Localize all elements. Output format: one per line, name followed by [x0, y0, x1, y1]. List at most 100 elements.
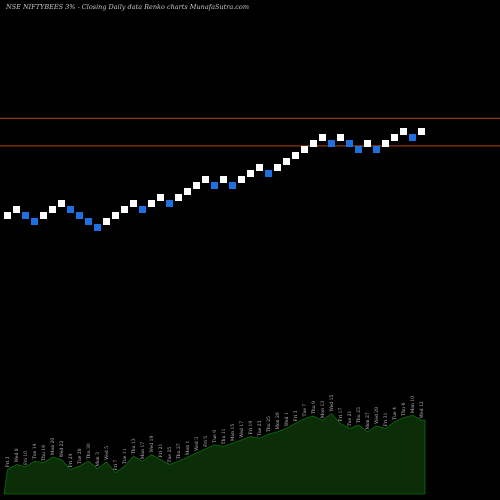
renko-brick-up — [418, 128, 425, 135]
horizontal-levels — [0, 117, 500, 147]
volume-label: Fri 10 — [23, 451, 29, 465]
renko-brick-up — [49, 206, 56, 213]
volume-label: Thu 9 — [311, 401, 317, 414]
volume-label: Tue 4 — [392, 407, 398, 420]
volume-label: Wed 8 — [14, 448, 20, 462]
renko-brick-up — [283, 158, 290, 165]
volume-label: Wed 5 — [104, 446, 110, 460]
renko-brick-up — [112, 212, 119, 219]
volume-label: Thu 6 — [401, 403, 407, 416]
renko-brick-down — [346, 140, 353, 147]
renko-brick-up — [337, 134, 344, 141]
renko-brick-up — [103, 218, 110, 225]
volume-label: Fri 21 — [158, 444, 164, 458]
renko-brick-down — [22, 212, 29, 219]
volume-label: Mon 10 — [410, 396, 416, 414]
volume-label: Tue 11 — [122, 448, 128, 464]
renko-brick-down — [265, 170, 272, 177]
volume-label: Fri 7 — [113, 460, 119, 471]
volume-label: Fri 31 — [383, 412, 389, 426]
renko-brick-down — [373, 146, 380, 153]
renko-brick-down — [211, 182, 218, 189]
volume-label: Wed 22 — [59, 440, 65, 457]
volume-label: Tue 14 — [32, 443, 38, 459]
renko-brick-up — [193, 182, 200, 189]
volume-label: Fri 17 — [338, 407, 344, 421]
renko-brick-up — [400, 128, 407, 135]
volume-label: Thu 25 — [266, 416, 272, 432]
renko-brick-up — [382, 140, 389, 147]
renko-brick-up — [202, 176, 209, 183]
renko-brick-up — [148, 200, 155, 207]
volume-label: Mon 17 — [140, 442, 146, 460]
volume-label: Wed 12 — [419, 401, 425, 418]
renko-brick-down — [229, 182, 236, 189]
renko-brick-up — [4, 212, 11, 219]
volume-label: Fri 19 — [248, 421, 254, 435]
volume-label: Fri 24 — [68, 453, 74, 467]
renko-brick-up — [238, 176, 245, 183]
renko-brick-down — [409, 134, 416, 141]
renko-brick-down — [31, 218, 38, 225]
renko-brick-up — [40, 212, 47, 219]
renko-brick-up — [175, 194, 182, 201]
renko-brick-down — [94, 224, 101, 231]
renko-brick-up — [310, 140, 317, 147]
volume-label: Fri 3 — [293, 410, 299, 421]
renko-brick-up — [391, 134, 398, 141]
renko-brick-down — [355, 146, 362, 153]
volume-label: Tue 7 — [302, 404, 308, 417]
volume-label: Thu 27 — [176, 443, 182, 459]
volume-area-path — [3, 413, 426, 495]
renko-brick-up — [274, 164, 281, 171]
renko-brick-down — [85, 218, 92, 225]
renko-brick-down — [139, 206, 146, 213]
renko-brick-up — [184, 188, 191, 195]
volume-label: Mon 1 — [185, 440, 191, 455]
renko-brick-up — [121, 206, 128, 213]
volume-label: Mon 3 — [95, 452, 101, 467]
renko-brick-up — [301, 146, 308, 153]
renko-brick-up — [157, 194, 164, 201]
renko-brick-down — [76, 212, 83, 219]
volume-label: Wed 15 — [329, 395, 335, 412]
volume-label: Thu 16 — [41, 445, 47, 461]
volume-label: Wed 29 — [374, 407, 380, 424]
volume-label: Mon 20 — [50, 438, 56, 456]
volume-label: Wed 19 — [149, 436, 155, 453]
volume-labels: Fri 3 Wed 8 Fri 10 Tue 14 Thu 16 Mon 20 Wed 22… — [5, 395, 425, 471]
renko-brick-up — [256, 164, 263, 171]
volume-label: Tue 28 — [77, 448, 83, 464]
volume-label: Thu 11 — [221, 428, 227, 444]
volume-label: Tue 21 — [347, 411, 353, 427]
renko-brick-up — [247, 170, 254, 177]
volume-label: Wed 3 — [194, 437, 200, 451]
volume-label: Mon 13 — [320, 401, 326, 419]
renko-brick-up — [130, 200, 137, 207]
renko-bricks — [4, 128, 425, 231]
volume-label: Mon 29 — [275, 412, 281, 430]
volume-area — [3, 413, 426, 495]
volume-label: Tue 9 — [212, 430, 218, 443]
volume-label: Tue 23 — [257, 420, 263, 436]
volume-label: Mon 15 — [230, 424, 236, 442]
renko-brick-up — [13, 206, 20, 213]
renko-brick-up — [220, 176, 227, 183]
renko-brick-down — [328, 140, 335, 147]
volume-label: Fri 5 — [203, 436, 209, 447]
volume-label: Wed 1 — [284, 412, 290, 426]
renko-brick-up — [58, 200, 65, 207]
chart-title: NSE NIFTYBEES 3% - Closing Daily data Re… — [6, 3, 250, 11]
volume-label: Wed 17 — [239, 421, 245, 438]
volume-label: Thu 30 — [86, 443, 92, 459]
renko-brick-up — [364, 140, 371, 147]
volume-label: Thu 23 — [356, 407, 362, 423]
renko-brick-up — [319, 134, 326, 141]
volume-label: Tue 25 — [167, 447, 173, 463]
volume-label: Mon 27 — [365, 412, 371, 430]
renko-brick-down — [166, 200, 173, 207]
renko-brick-down — [67, 206, 74, 213]
renko-brick-up — [292, 152, 299, 159]
volume-label: Fri 3 — [5, 456, 11, 467]
